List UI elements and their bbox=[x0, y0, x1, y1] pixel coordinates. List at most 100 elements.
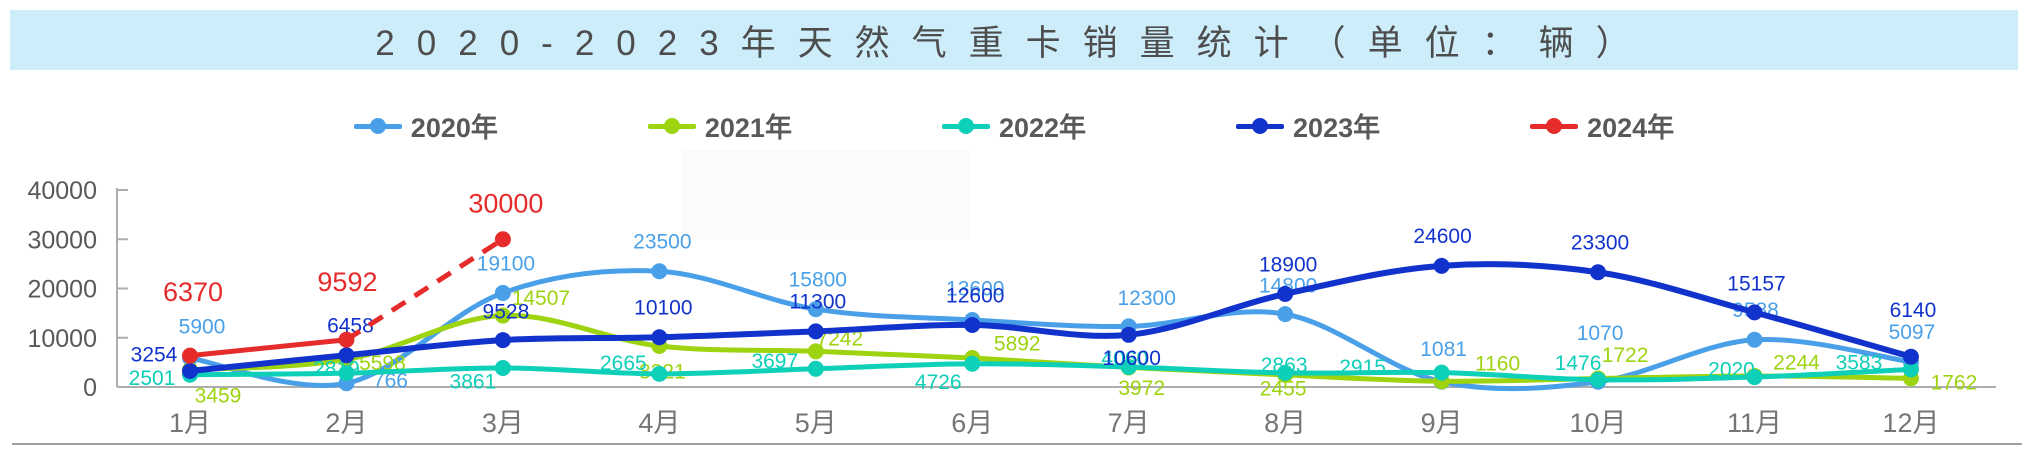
data-point-2023年-11月 bbox=[1746, 304, 1763, 321]
data-label-2024年-1月: 6370 bbox=[163, 277, 223, 307]
data-label-2021年-8月: 2455 bbox=[1260, 377, 1307, 400]
data-label-2023年-1月: 3254 bbox=[131, 343, 178, 366]
title-banner: 2020-2023年天然气重卡销量统计（单位：辆） bbox=[10, 10, 2018, 70]
data-label-2020年-9月: 1081 bbox=[1420, 338, 1467, 361]
data-label-2022年-4月: 2665 bbox=[600, 352, 647, 375]
y-axis-tick-label: 10000 bbox=[27, 325, 97, 353]
x-axis-month-label: 1月 bbox=[169, 408, 211, 438]
data-point-2023年-7月 bbox=[1120, 326, 1137, 343]
data-point-2020年-4月 bbox=[651, 263, 668, 280]
series-line-2023年 bbox=[187, 261, 1914, 374]
data-label-2024年-3月: 30000 bbox=[468, 189, 543, 219]
data-label-2020年-7月: 12300 bbox=[1117, 287, 1175, 310]
data-label-2020年-3月: 19100 bbox=[477, 252, 535, 275]
data-point-2023年-9月 bbox=[1433, 257, 1450, 274]
data-point-2022年-4月 bbox=[651, 365, 668, 382]
data-label-2023年-8月: 18900 bbox=[1259, 253, 1317, 276]
legend-label: 2020年 bbox=[410, 113, 498, 143]
y-axis-tick-label: 20000 bbox=[27, 276, 97, 304]
legend-line-dot-icon bbox=[941, 117, 990, 135]
data-label-2023年-10月: 23300 bbox=[1571, 232, 1629, 255]
x-axis-month-label: 3月 bbox=[482, 408, 524, 438]
data-label-2021年-6月: 5892 bbox=[994, 332, 1041, 355]
data-label-2021年-11月: 2244 bbox=[1773, 351, 1820, 374]
data-label-2022年-6月: 4726 bbox=[915, 371, 962, 394]
x-axis-month-label: 9月 bbox=[1421, 408, 1463, 438]
data-point-2023年-5月 bbox=[807, 323, 824, 340]
data-point-2022年-11月 bbox=[1746, 369, 1763, 386]
data-point-2023年-8月 bbox=[1277, 285, 1294, 302]
chart-canvas: 0 10000 20000 30000 40000 1月 2月 3月 4月 5月 6月 7月 8月 9月 1… bbox=[27, 177, 1996, 438]
legend-line-dot-icon bbox=[647, 117, 696, 135]
data-label-2021年-7月: 3972 bbox=[1118, 377, 1165, 400]
series-line-projection-2024年 bbox=[345, 237, 505, 342]
data-point-2023年-3月 bbox=[494, 332, 511, 349]
data-label-2023年-6月: 12600 bbox=[946, 284, 1004, 307]
x-axis-month-label: 2月 bbox=[325, 408, 367, 438]
data-point-2022年-6月 bbox=[964, 355, 981, 372]
x-axis-month-label: 6月 bbox=[951, 408, 993, 438]
legend-label: 2023年 bbox=[1293, 113, 1381, 143]
legend-label: 2024年 bbox=[1587, 113, 1675, 143]
data-point-2020年-5月 bbox=[807, 301, 824, 318]
legend-item-2024: 2024年 bbox=[1530, 106, 1674, 145]
data-label-2020年-2月: 766 bbox=[373, 370, 408, 393]
data-point-2022年-7月 bbox=[1120, 359, 1137, 376]
data-label-2022年-5月: 3697 bbox=[751, 350, 798, 373]
data-label-2022年-2月: 2819 bbox=[313, 357, 360, 380]
data-label-2020年-1月: 5900 bbox=[179, 315, 226, 338]
data-label-2022年-8月: 2863 bbox=[1261, 354, 1308, 377]
x-axis-month-label: 7月 bbox=[1108, 408, 1150, 438]
data-point-2021年-5月 bbox=[807, 343, 824, 360]
legend-line-dot-icon bbox=[1236, 117, 1285, 135]
chart-legend: 2020年 2021年 2022年 2023年 2024年 bbox=[0, 106, 2028, 145]
data-point-2023年-6月 bbox=[964, 316, 981, 333]
x-axis-month-label: 5月 bbox=[795, 408, 837, 438]
data-point-2021年-3月 bbox=[494, 307, 511, 324]
legend-line-dot-icon bbox=[353, 117, 402, 135]
data-label-2023年-9月: 24600 bbox=[1413, 225, 1471, 248]
data-point-2024年-1月 bbox=[182, 347, 198, 364]
data-label-2020年-10月: 1070 bbox=[1577, 322, 1624, 345]
data-point-2023年-4月 bbox=[651, 329, 668, 346]
x-axis-month-label: 8月 bbox=[1264, 408, 1306, 438]
x-axis-month-label: 4月 bbox=[638, 408, 680, 438]
data-label-2023年-11月: 15157 bbox=[1727, 273, 1785, 296]
y-axis-tick-label: 40000 bbox=[27, 177, 97, 205]
data-label-2022年-7月: 4060 bbox=[1101, 347, 1148, 370]
data-point-2022年-5月 bbox=[807, 360, 824, 377]
data-label-2022年-1月: 2501 bbox=[129, 367, 176, 390]
data-point-2022年-3月 bbox=[494, 359, 511, 376]
data-label-2022年-3月: 3861 bbox=[450, 370, 497, 393]
x-axis-month-label: 11月 bbox=[1727, 408, 1782, 438]
data-label-2023年-2月: 6458 bbox=[327, 315, 374, 338]
data-point-2024年-2月 bbox=[338, 331, 355, 348]
y-axis-tick-label: 30000 bbox=[27, 226, 97, 254]
data-label-2022年-12月: 3583 bbox=[1836, 352, 1883, 375]
data-point-2023年-10月 bbox=[1590, 264, 1607, 281]
legend-label: 2021年 bbox=[704, 113, 792, 143]
data-label-2020年-6月: 13600 bbox=[946, 277, 1004, 300]
data-label-2021年-10月: 1722 bbox=[1602, 344, 1649, 367]
y-axis-tick-label: 0 bbox=[83, 374, 97, 402]
chart-title: 2020-2023年天然气重卡销量统计（单位：辆） bbox=[375, 23, 1653, 63]
data-point-2022年-8月 bbox=[1277, 364, 1294, 381]
data-point-2020年-11月 bbox=[1746, 331, 1763, 348]
x-axis-month-label: 12月 bbox=[1882, 408, 1939, 438]
legend-line-dot-icon bbox=[1530, 117, 1579, 135]
data-point-2022年-9月 bbox=[1433, 364, 1450, 381]
data-label-2023年-12月: 6140 bbox=[1890, 299, 1937, 322]
data-point-2022年-12月 bbox=[1902, 361, 1919, 378]
data-point-2023年-12月 bbox=[1902, 348, 1919, 365]
data-label-2021年-1月: 3459 bbox=[195, 384, 242, 407]
legend-item-2020: 2020年 bbox=[353, 106, 498, 145]
legend-item-2021: 2021年 bbox=[647, 106, 792, 145]
data-point-2022年-2月 bbox=[338, 365, 355, 382]
data-label-2021年-3月: 14507 bbox=[512, 287, 570, 310]
data-label-2022年-9月: 2915 bbox=[1339, 356, 1386, 379]
legend-label: 2022年 bbox=[998, 113, 1087, 143]
data-label-2023年-5月: 11300 bbox=[789, 291, 846, 314]
data-point-2023年-2月 bbox=[338, 347, 355, 364]
legend-item-2023: 2023年 bbox=[1236, 106, 1380, 145]
data-label-2021年-12月: 1762 bbox=[1931, 372, 1978, 395]
